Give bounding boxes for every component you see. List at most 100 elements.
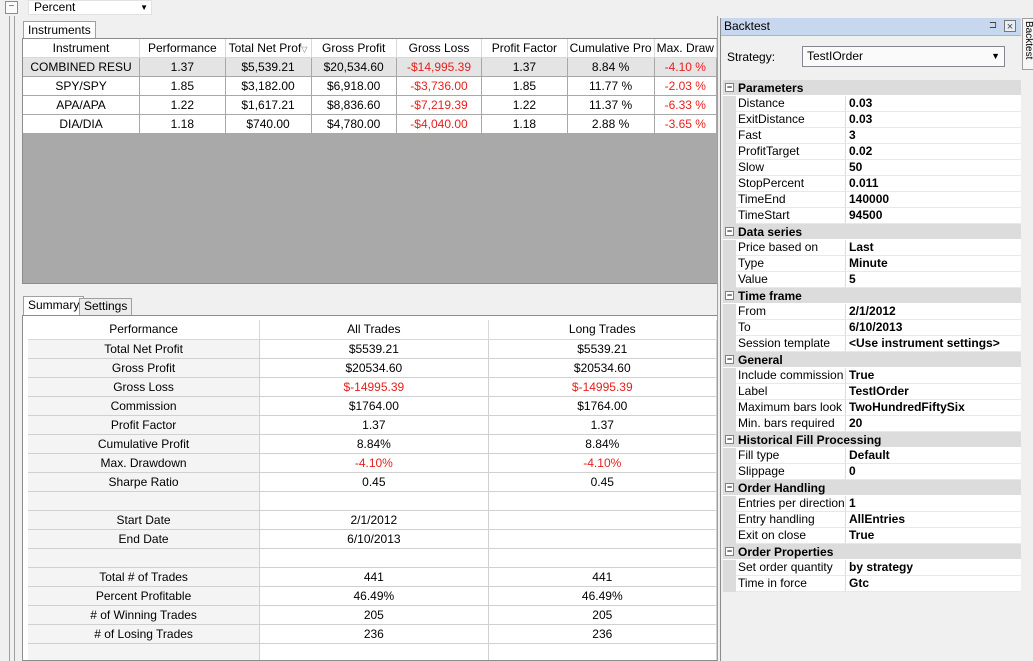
property-category-label: Order Properties	[738, 545, 834, 559]
collapse-icon[interactable]: −	[725, 482, 734, 492]
property-category[interactable]: − Data series	[723, 224, 1021, 240]
property-row[interactable]: Slippage 0	[723, 464, 1021, 480]
tab-backtest-side[interactable]: Backtest	[1022, 18, 1033, 70]
property-value[interactable]: 0.03	[846, 96, 1021, 112]
property-value[interactable]: TwoHundredFiftySix	[846, 400, 1021, 416]
property-value[interactable]: 5	[846, 272, 1021, 288]
column-header[interactable]: Total Net Prof▽	[225, 39, 312, 58]
column-header[interactable]: Gross Profit	[311, 39, 397, 58]
property-row[interactable]: TimeEnd 140000	[723, 192, 1021, 208]
property-category[interactable]: − Historical Fill Processing	[723, 432, 1021, 448]
strategy-select[interactable]: TestIOrder ▼	[802, 46, 1005, 67]
property-value[interactable]: 3	[846, 128, 1021, 144]
summary-label: Gross Profit	[28, 358, 261, 378]
table-row[interactable]: DIA/DIA 1.18 $740.00 $4,780.00 -$4,040.0…	[23, 114, 717, 134]
property-value[interactable]: 20	[846, 416, 1021, 432]
table-row[interactable]: APA/APA 1.22 $1,617.21 $8,836.60 -$7,219…	[23, 95, 717, 115]
property-value[interactable]: True	[846, 368, 1021, 384]
property-row[interactable]: Min. bars required 20	[723, 416, 1021, 432]
column-header[interactable]: Gross Loss	[396, 39, 483, 58]
pin-icon[interactable]: ⊐	[988, 20, 998, 31]
property-category[interactable]: − Order Handling	[723, 480, 1021, 496]
property-value[interactable]: 2/1/2012	[846, 304, 1021, 320]
property-row[interactable]: StopPercent 0.011	[723, 176, 1021, 192]
property-value[interactable]: 0.03	[846, 112, 1021, 128]
column-header[interactable]: Performance	[139, 39, 226, 58]
property-value[interactable]: 50	[846, 160, 1021, 176]
property-value[interactable]: 0.011	[846, 176, 1021, 192]
property-row[interactable]: Time in force Gtc	[723, 576, 1021, 592]
property-value[interactable]: Minute	[846, 256, 1021, 272]
collapse-icon[interactable]: −	[725, 226, 734, 236]
summary-label: # of Winning Trades	[28, 605, 261, 625]
property-value[interactable]: TestIOrder	[846, 384, 1021, 400]
property-row[interactable]: Session template <Use instrument settings…	[723, 336, 1021, 352]
sort-arrow-icon: ▽	[301, 44, 308, 54]
property-value[interactable]: 94500	[846, 208, 1021, 224]
property-category[interactable]: − General	[723, 352, 1021, 368]
vertical-splitter[interactable]	[717, 16, 720, 661]
tab-summary[interactable]: Summary	[23, 296, 85, 315]
property-value[interactable]: 6/10/2013	[846, 320, 1021, 336]
property-value[interactable]: Default	[846, 448, 1021, 464]
property-row[interactable]: Value 5	[723, 272, 1021, 288]
column-header[interactable]: Max. Draw	[654, 39, 717, 58]
property-row[interactable]: Include commission True	[723, 368, 1021, 384]
property-value[interactable]: 140000	[846, 192, 1021, 208]
property-value[interactable]: AllEntries	[846, 512, 1021, 528]
property-row[interactable]: To 6/10/2013	[723, 320, 1021, 336]
property-row[interactable]: Entry handling AllEntries	[723, 512, 1021, 528]
collapse-icon[interactable]: −	[5, 1, 18, 14]
property-value[interactable]: True	[846, 528, 1021, 544]
summary-value	[259, 643, 489, 660]
property-row[interactable]: Entries per direction 1	[723, 496, 1021, 512]
property-row[interactable]: From 2/1/2012	[723, 304, 1021, 320]
property-name: Distance	[736, 96, 846, 112]
property-value[interactable]: Last	[846, 240, 1021, 256]
property-name: TimeStart	[736, 208, 846, 224]
summary-label: Profit Factor	[28, 415, 261, 435]
property-value[interactable]: 0.02	[846, 144, 1021, 160]
table-cell: COMBINED RESU	[23, 57, 141, 77]
property-row[interactable]: Label TestIOrder	[723, 384, 1021, 400]
property-row[interactable]: ProfitTarget 0.02	[723, 144, 1021, 160]
close-icon[interactable]: ×	[1004, 20, 1016, 33]
column-header[interactable]: Cumulative Pro	[567, 39, 655, 58]
property-row[interactable]: Maximum bars look b TwoHundredFiftySix	[723, 400, 1021, 416]
property-value[interactable]: 1	[846, 496, 1021, 512]
tab-instruments[interactable]: Instruments	[23, 21, 96, 40]
summary-value: $-14995.39	[488, 377, 717, 397]
property-row[interactable]: Set order quantity by strategy	[723, 560, 1021, 576]
summary-value: 1.37	[259, 415, 489, 435]
collapse-icon[interactable]: −	[725, 82, 734, 92]
collapse-icon[interactable]: −	[725, 434, 734, 444]
property-category[interactable]: − Parameters	[723, 80, 1021, 96]
property-category[interactable]: − Time frame	[723, 288, 1021, 304]
property-row[interactable]: Price based on Last	[723, 240, 1021, 256]
property-value[interactable]: by strategy	[846, 560, 1021, 576]
property-value[interactable]: <Use instrument settings>	[846, 336, 1021, 352]
property-row[interactable]: Distance 0.03	[723, 96, 1021, 112]
tab-settings[interactable]: Settings	[79, 298, 133, 315]
property-value[interactable]: 0	[846, 464, 1021, 480]
property-value[interactable]: Gtc	[846, 576, 1021, 592]
property-row[interactable]: Slow 50	[723, 160, 1021, 176]
property-row[interactable]: Fast 3	[723, 128, 1021, 144]
property-row[interactable]: Type Minute	[723, 256, 1021, 272]
collapse-icon[interactable]: −	[725, 354, 734, 364]
property-row[interactable]: ExitDistance 0.03	[723, 112, 1021, 128]
column-header[interactable]: Profit Factor	[481, 39, 568, 58]
display-mode-select[interactable]: Percent ▼	[28, 0, 152, 15]
table-row[interactable]: COMBINED RESU 1.37 $5,539.21 $20,534.60 …	[23, 57, 717, 77]
property-row[interactable]: Exit on close True	[723, 528, 1021, 544]
property-row[interactable]: TimeStart 94500	[723, 208, 1021, 224]
collapse-icon[interactable]: −	[725, 546, 734, 556]
column-header[interactable]: Instrument	[23, 39, 141, 58]
collapse-icon[interactable]: −	[725, 290, 734, 300]
summary-value	[259, 491, 489, 511]
panel-splitter[interactable]	[22, 285, 718, 293]
table-row[interactable]: SPY/SPY 1.85 $3,182.00 $6,918.00 -$3,736…	[23, 76, 717, 96]
property-row[interactable]: Fill type Default	[723, 448, 1021, 464]
property-category[interactable]: − Order Properties	[723, 544, 1021, 560]
summary-value: $5539.21	[259, 339, 489, 359]
